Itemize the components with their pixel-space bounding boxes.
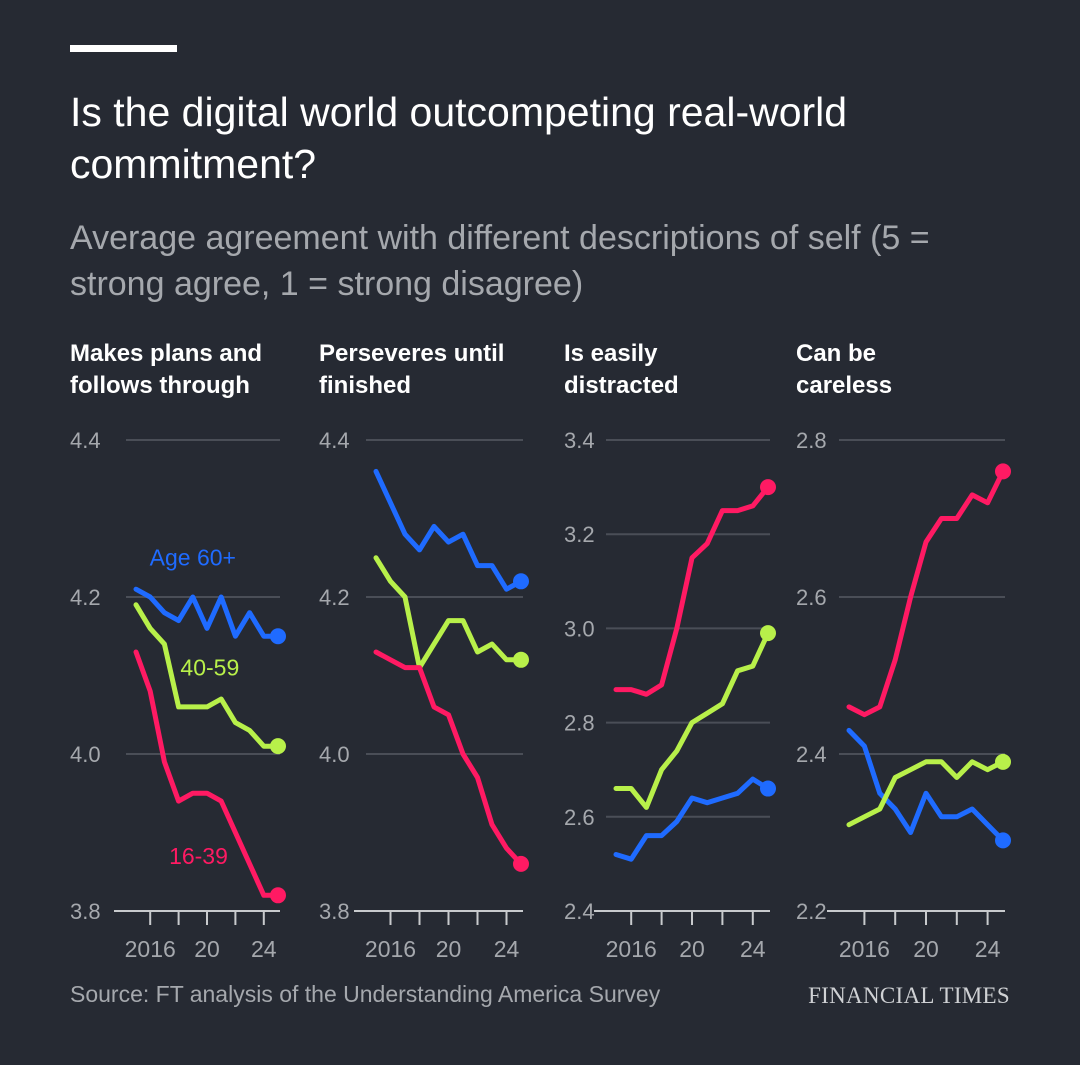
panel-4-x-tick-label: 20 [913, 936, 939, 962]
panel-4-end-marker-age-60-plus [995, 832, 1011, 849]
panel-3-end-marker-age-40-59 [760, 625, 776, 642]
series-label-age-16-39: 16-39 [169, 843, 228, 869]
panel-2-y-tick-label: 3.8 [319, 899, 350, 924]
panel-4-x-tick-label: 2016 [839, 936, 890, 962]
panel-3-y-tick-label: 3.4 [564, 428, 595, 453]
panel-1-x-tick-label: 20 [194, 936, 220, 962]
panel-3-end-marker-age-60-plus [760, 780, 776, 797]
panel-3-title-line-2: distracted [564, 372, 679, 399]
panel-3-end-marker-age-16-39 [760, 479, 776, 496]
panel-1-title-line-1: Makes plans and [70, 340, 262, 367]
panel-4-title-line-1: Can be [796, 340, 876, 367]
panel-1-y-tick-label: 4.0 [70, 742, 101, 767]
panel-4-end-marker-age-16-39 [995, 463, 1011, 480]
panel-1-x-tick-label: 2016 [125, 936, 176, 962]
panel-4-series-age-16-39 [846, 468, 1006, 718]
header-accent-bar [70, 45, 177, 52]
panel-2-series-age-40-59 [373, 555, 524, 671]
panel-3-y-tick-label: 3.0 [564, 616, 595, 641]
panel-1-x-tick-label: 24 [251, 936, 277, 962]
panel-4-series-age-60-plus [846, 727, 1006, 843]
panel-4-end-marker-age-40-59 [995, 753, 1011, 770]
panel-2-series-age-60-plus [373, 468, 524, 592]
panel-1-y-tick-label: 3.8 [70, 899, 101, 924]
series-label-age-60-plus: Age 60+ [150, 545, 236, 571]
panel-3-y-tick-label: 3.2 [564, 522, 595, 547]
panel-3-series-age-40-59 [613, 630, 771, 810]
panel-2-series-age-16-39 [373, 649, 524, 867]
panel-2-end-marker-age-40-59 [513, 651, 529, 668]
panel-3-x-tick-label: 2016 [606, 936, 657, 962]
panel-2-y-tick-label: 4.4 [319, 428, 350, 453]
panel-1-end-marker-age-16-39 [270, 887, 286, 904]
chart-subtitle: Average agreement with different descrip… [70, 219, 930, 303]
panel-2-x-tick-label: 20 [436, 936, 462, 962]
panel-1-series-age-16-39 [133, 649, 281, 898]
panel-3-title-line-1: Is easily [564, 340, 658, 367]
panel-3-x-tick-label: 24 [740, 936, 766, 962]
series-label-age-40-59: 40-59 [180, 655, 239, 681]
panel-3-series-age-16-39 [613, 484, 771, 697]
panel-4-y-tick-label: 2.8 [796, 428, 827, 453]
panel-1-title-line-2: follows through [70, 372, 250, 399]
panel-4-y-tick-label: 2.4 [796, 742, 827, 767]
panel-1-y-tick-label: 4.4 [70, 428, 101, 453]
panel-2-title-line-1: Perseveres until [319, 340, 504, 367]
panel-2-x-tick-label: 2016 [365, 936, 416, 962]
panel-4-y-tick-label: 2.6 [796, 585, 827, 610]
panel-2-y-tick-label: 4.0 [319, 742, 350, 767]
panel-1-end-marker-age-60-plus [270, 628, 286, 645]
panel-3-y-tick-label: 2.6 [564, 805, 595, 830]
panel-4-y-tick-label: 2.2 [796, 899, 827, 924]
panel-1-y-tick-label: 4.2 [70, 585, 101, 610]
panel-1-series-age-40-59 [133, 602, 281, 749]
chart-title: Is the digital world outcompeting real-w… [70, 89, 848, 187]
panel-3-y-tick-label: 2.8 [564, 711, 595, 736]
panel-1-end-marker-age-40-59 [270, 738, 286, 755]
panel-2-title-line-2: finished [319, 372, 411, 399]
panel-3-x-tick-label: 20 [679, 936, 705, 962]
panel-2-y-tick-label: 4.2 [319, 585, 350, 610]
panel-4-series-age-40-59 [846, 759, 1006, 828]
panel-3-y-tick-label: 2.4 [564, 899, 595, 924]
panel-1-series-age-60-plus [133, 586, 281, 639]
brand-logo: FINANCIAL TIMES [808, 983, 1010, 1008]
panel-4-x-tick-label: 24 [975, 936, 1001, 962]
source-note: Source: FT analysis of the Understanding… [70, 981, 661, 1007]
panel-2-end-marker-age-16-39 [513, 855, 529, 872]
panel-3-series-age-60-plus [613, 776, 771, 862]
panel-2-x-tick-label: 24 [494, 936, 520, 962]
panel-2-end-marker-age-60-plus [513, 573, 529, 590]
panel-4-title-line-2: careless [796, 372, 892, 399]
